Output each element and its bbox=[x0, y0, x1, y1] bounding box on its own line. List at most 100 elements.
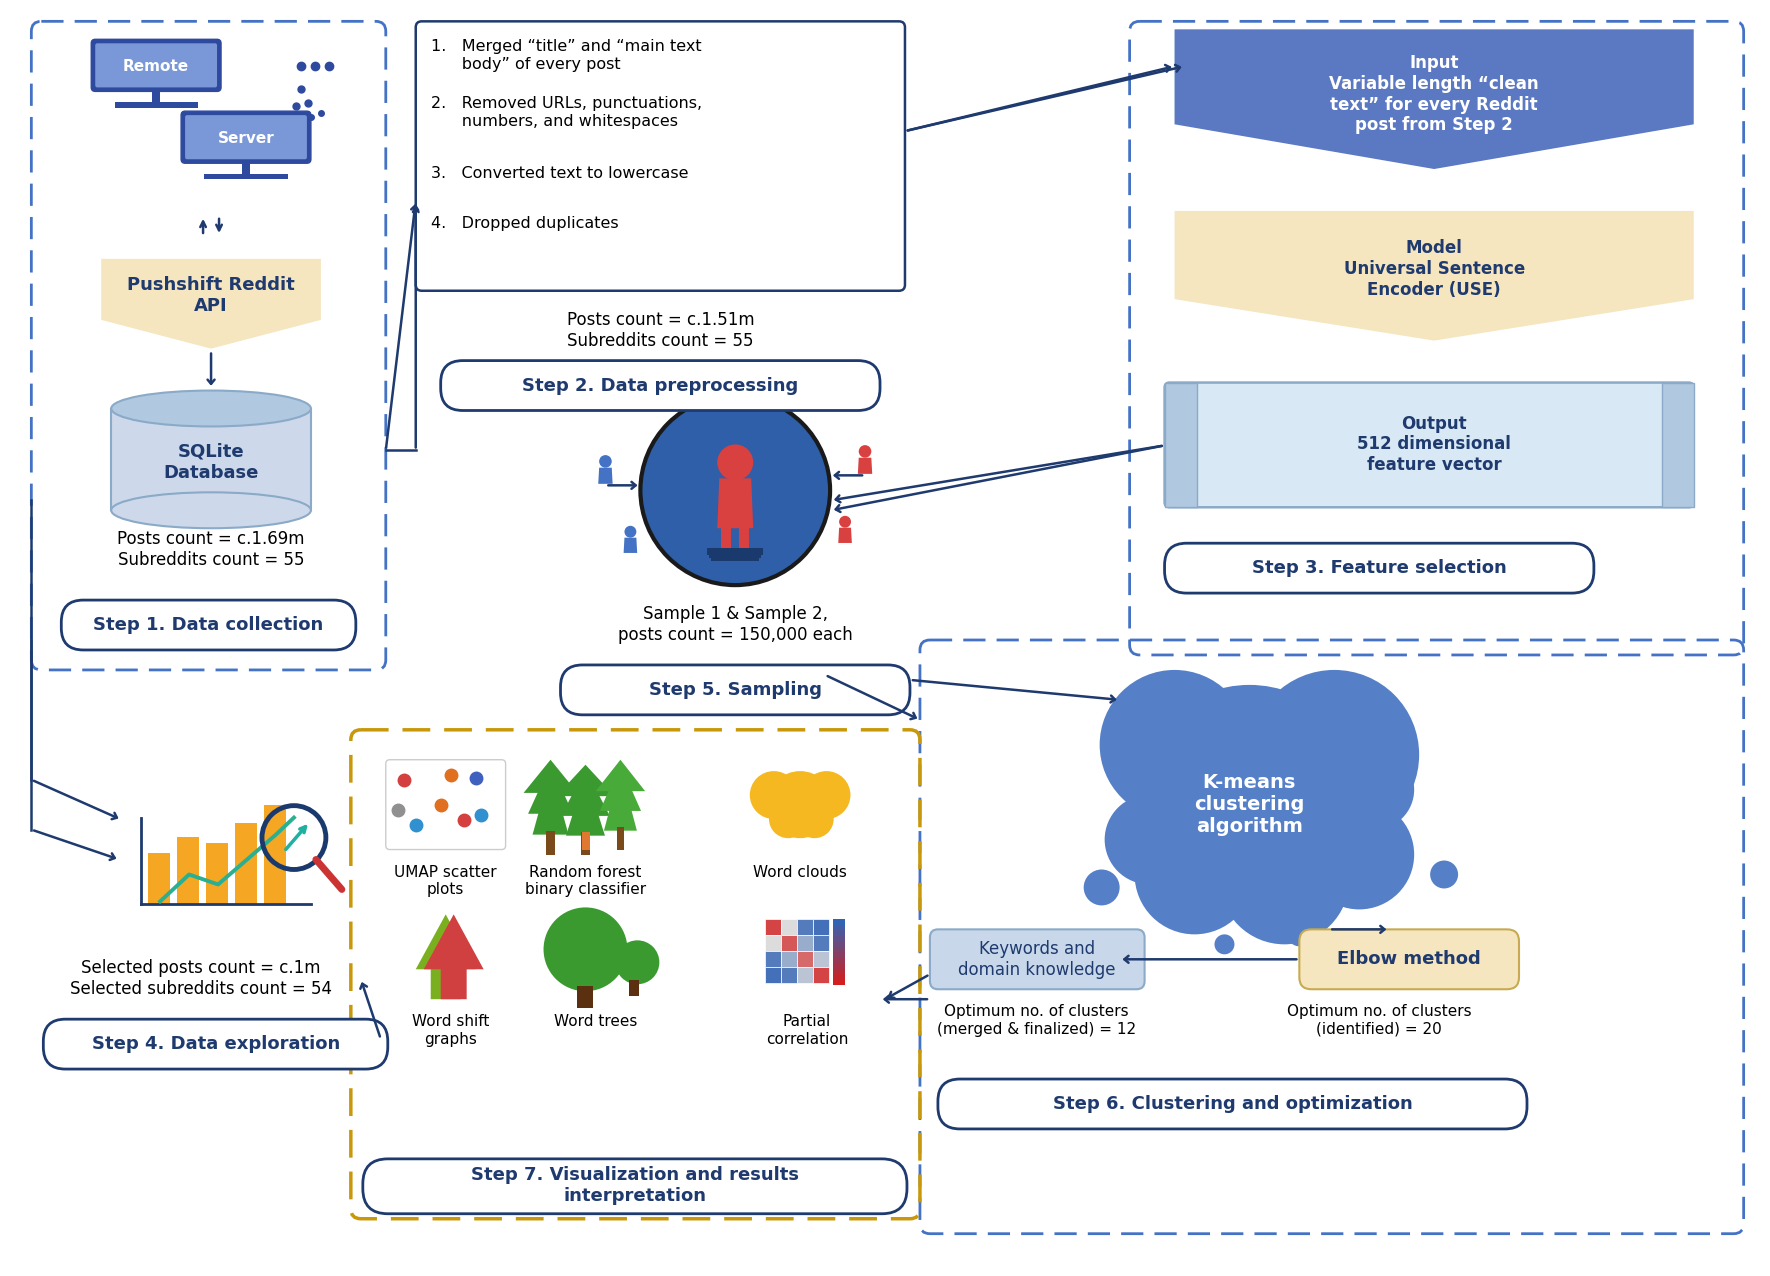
Circle shape bbox=[839, 516, 851, 528]
Text: 4.   Dropped duplicates: 4. Dropped duplicates bbox=[430, 216, 618, 231]
FancyBboxPatch shape bbox=[186, 115, 306, 160]
Bar bbox=[796, 967, 812, 984]
Bar bbox=[834, 947, 844, 952]
Text: Sample 1 & Sample 2,
posts count = 150,000 each: Sample 1 & Sample 2, posts count = 150,0… bbox=[618, 605, 853, 644]
Circle shape bbox=[600, 456, 612, 468]
Bar bbox=[1165, 383, 1197, 508]
Text: Step 5. Sampling: Step 5. Sampling bbox=[650, 681, 821, 699]
Polygon shape bbox=[604, 768, 637, 831]
FancyBboxPatch shape bbox=[938, 1079, 1528, 1129]
Text: Step 6. Clustering and optimization: Step 6. Clustering and optimization bbox=[1053, 1095, 1412, 1113]
Circle shape bbox=[1104, 795, 1195, 884]
Text: Posts count = c.1.69m
Subreddits count = 55: Posts count = c.1.69m Subreddits count =… bbox=[117, 531, 304, 569]
Polygon shape bbox=[839, 528, 851, 544]
Bar bbox=[710, 551, 761, 558]
FancyBboxPatch shape bbox=[1299, 929, 1519, 989]
Bar bbox=[781, 935, 797, 952]
FancyBboxPatch shape bbox=[561, 665, 910, 715]
Circle shape bbox=[1287, 923, 1312, 947]
Text: 2.   Removed URLs, punctuations,
      numbers, and whitespaces: 2. Removed URLs, punctuations, numbers, … bbox=[430, 96, 703, 129]
Bar bbox=[834, 980, 844, 985]
Text: SQLite
Database: SQLite Database bbox=[163, 443, 258, 482]
Bar bbox=[834, 975, 844, 980]
Bar bbox=[547, 831, 554, 855]
Bar bbox=[740, 528, 749, 549]
Bar bbox=[115, 102, 198, 107]
Bar bbox=[581, 832, 589, 855]
Text: Output
512 dimensional
feature vector: Output 512 dimensional feature vector bbox=[1358, 415, 1512, 475]
Circle shape bbox=[1250, 670, 1420, 840]
Polygon shape bbox=[101, 259, 320, 348]
Circle shape bbox=[1220, 814, 1349, 944]
Text: Partial
correlation: Partial correlation bbox=[766, 1014, 848, 1046]
Text: Step 3. Feature selection: Step 3. Feature selection bbox=[1251, 559, 1506, 577]
Text: UMAP scatter
plots: UMAP scatter plots bbox=[395, 865, 497, 897]
Circle shape bbox=[1430, 860, 1458, 888]
Text: Remote: Remote bbox=[124, 59, 189, 74]
Bar bbox=[242, 163, 250, 174]
Text: Step 1. Data collection: Step 1. Data collection bbox=[94, 616, 324, 634]
Bar bbox=[834, 935, 844, 942]
Text: Selected posts count = c.1m
Selected subreddits count = 54: Selected posts count = c.1m Selected sub… bbox=[71, 960, 333, 998]
Bar bbox=[177, 837, 198, 905]
Circle shape bbox=[1135, 685, 1365, 915]
Ellipse shape bbox=[112, 493, 312, 528]
Polygon shape bbox=[561, 769, 611, 815]
Circle shape bbox=[543, 907, 627, 991]
Polygon shape bbox=[596, 759, 644, 791]
Bar bbox=[834, 963, 844, 968]
Text: Model
Universal Sentence
Encoder (USE): Model Universal Sentence Encoder (USE) bbox=[1343, 239, 1524, 299]
Bar bbox=[152, 92, 159, 102]
Bar bbox=[834, 958, 844, 963]
Polygon shape bbox=[1175, 29, 1694, 168]
Text: Input
Variable length “clean
text” for every Reddit
post from Step 2: Input Variable length “clean text” for e… bbox=[1329, 54, 1538, 134]
Polygon shape bbox=[527, 764, 573, 814]
Bar bbox=[765, 920, 781, 935]
FancyBboxPatch shape bbox=[416, 22, 904, 291]
Bar bbox=[834, 920, 844, 925]
Circle shape bbox=[1335, 750, 1414, 829]
FancyBboxPatch shape bbox=[1165, 544, 1595, 593]
Circle shape bbox=[1304, 800, 1414, 910]
Circle shape bbox=[1083, 869, 1120, 906]
Text: Word clouds: Word clouds bbox=[754, 865, 848, 879]
Text: Server: Server bbox=[218, 130, 274, 145]
Bar bbox=[834, 952, 844, 958]
Bar bbox=[235, 823, 257, 905]
Bar bbox=[630, 980, 639, 997]
Text: Word shift
graphs: Word shift graphs bbox=[412, 1014, 489, 1046]
Bar bbox=[796, 920, 812, 935]
Text: Posts count = c.1.51m
Subreddits count = 55: Posts count = c.1.51m Subreddits count =… bbox=[566, 311, 754, 350]
Bar bbox=[765, 952, 781, 967]
Polygon shape bbox=[598, 468, 612, 484]
Polygon shape bbox=[858, 458, 873, 473]
Bar bbox=[112, 408, 312, 510]
Bar bbox=[834, 925, 844, 930]
Bar bbox=[796, 952, 812, 967]
Circle shape bbox=[1135, 814, 1255, 934]
FancyBboxPatch shape bbox=[42, 1020, 388, 1069]
Bar bbox=[781, 920, 797, 935]
Bar bbox=[205, 174, 287, 180]
Circle shape bbox=[1214, 934, 1234, 954]
Bar bbox=[765, 967, 781, 984]
Text: Optimum no. of clusters
(merged & finalized) = 12: Optimum no. of clusters (merged & finali… bbox=[936, 1004, 1136, 1036]
Polygon shape bbox=[556, 764, 614, 796]
FancyBboxPatch shape bbox=[96, 43, 218, 87]
Bar bbox=[712, 554, 759, 561]
Circle shape bbox=[616, 940, 660, 984]
Polygon shape bbox=[600, 764, 641, 812]
Circle shape bbox=[766, 771, 834, 838]
Text: 3.   Converted text to lowercase: 3. Converted text to lowercase bbox=[430, 166, 689, 181]
Circle shape bbox=[641, 396, 830, 586]
Text: Word trees: Word trees bbox=[554, 1014, 637, 1030]
Circle shape bbox=[858, 445, 871, 458]
Bar bbox=[781, 952, 797, 967]
FancyBboxPatch shape bbox=[1165, 383, 1694, 508]
Text: Step 2. Data preprocessing: Step 2. Data preprocessing bbox=[522, 376, 798, 394]
Circle shape bbox=[1099, 670, 1250, 819]
Bar bbox=[812, 920, 828, 935]
FancyBboxPatch shape bbox=[441, 361, 880, 411]
Polygon shape bbox=[566, 773, 605, 836]
Polygon shape bbox=[416, 915, 476, 999]
